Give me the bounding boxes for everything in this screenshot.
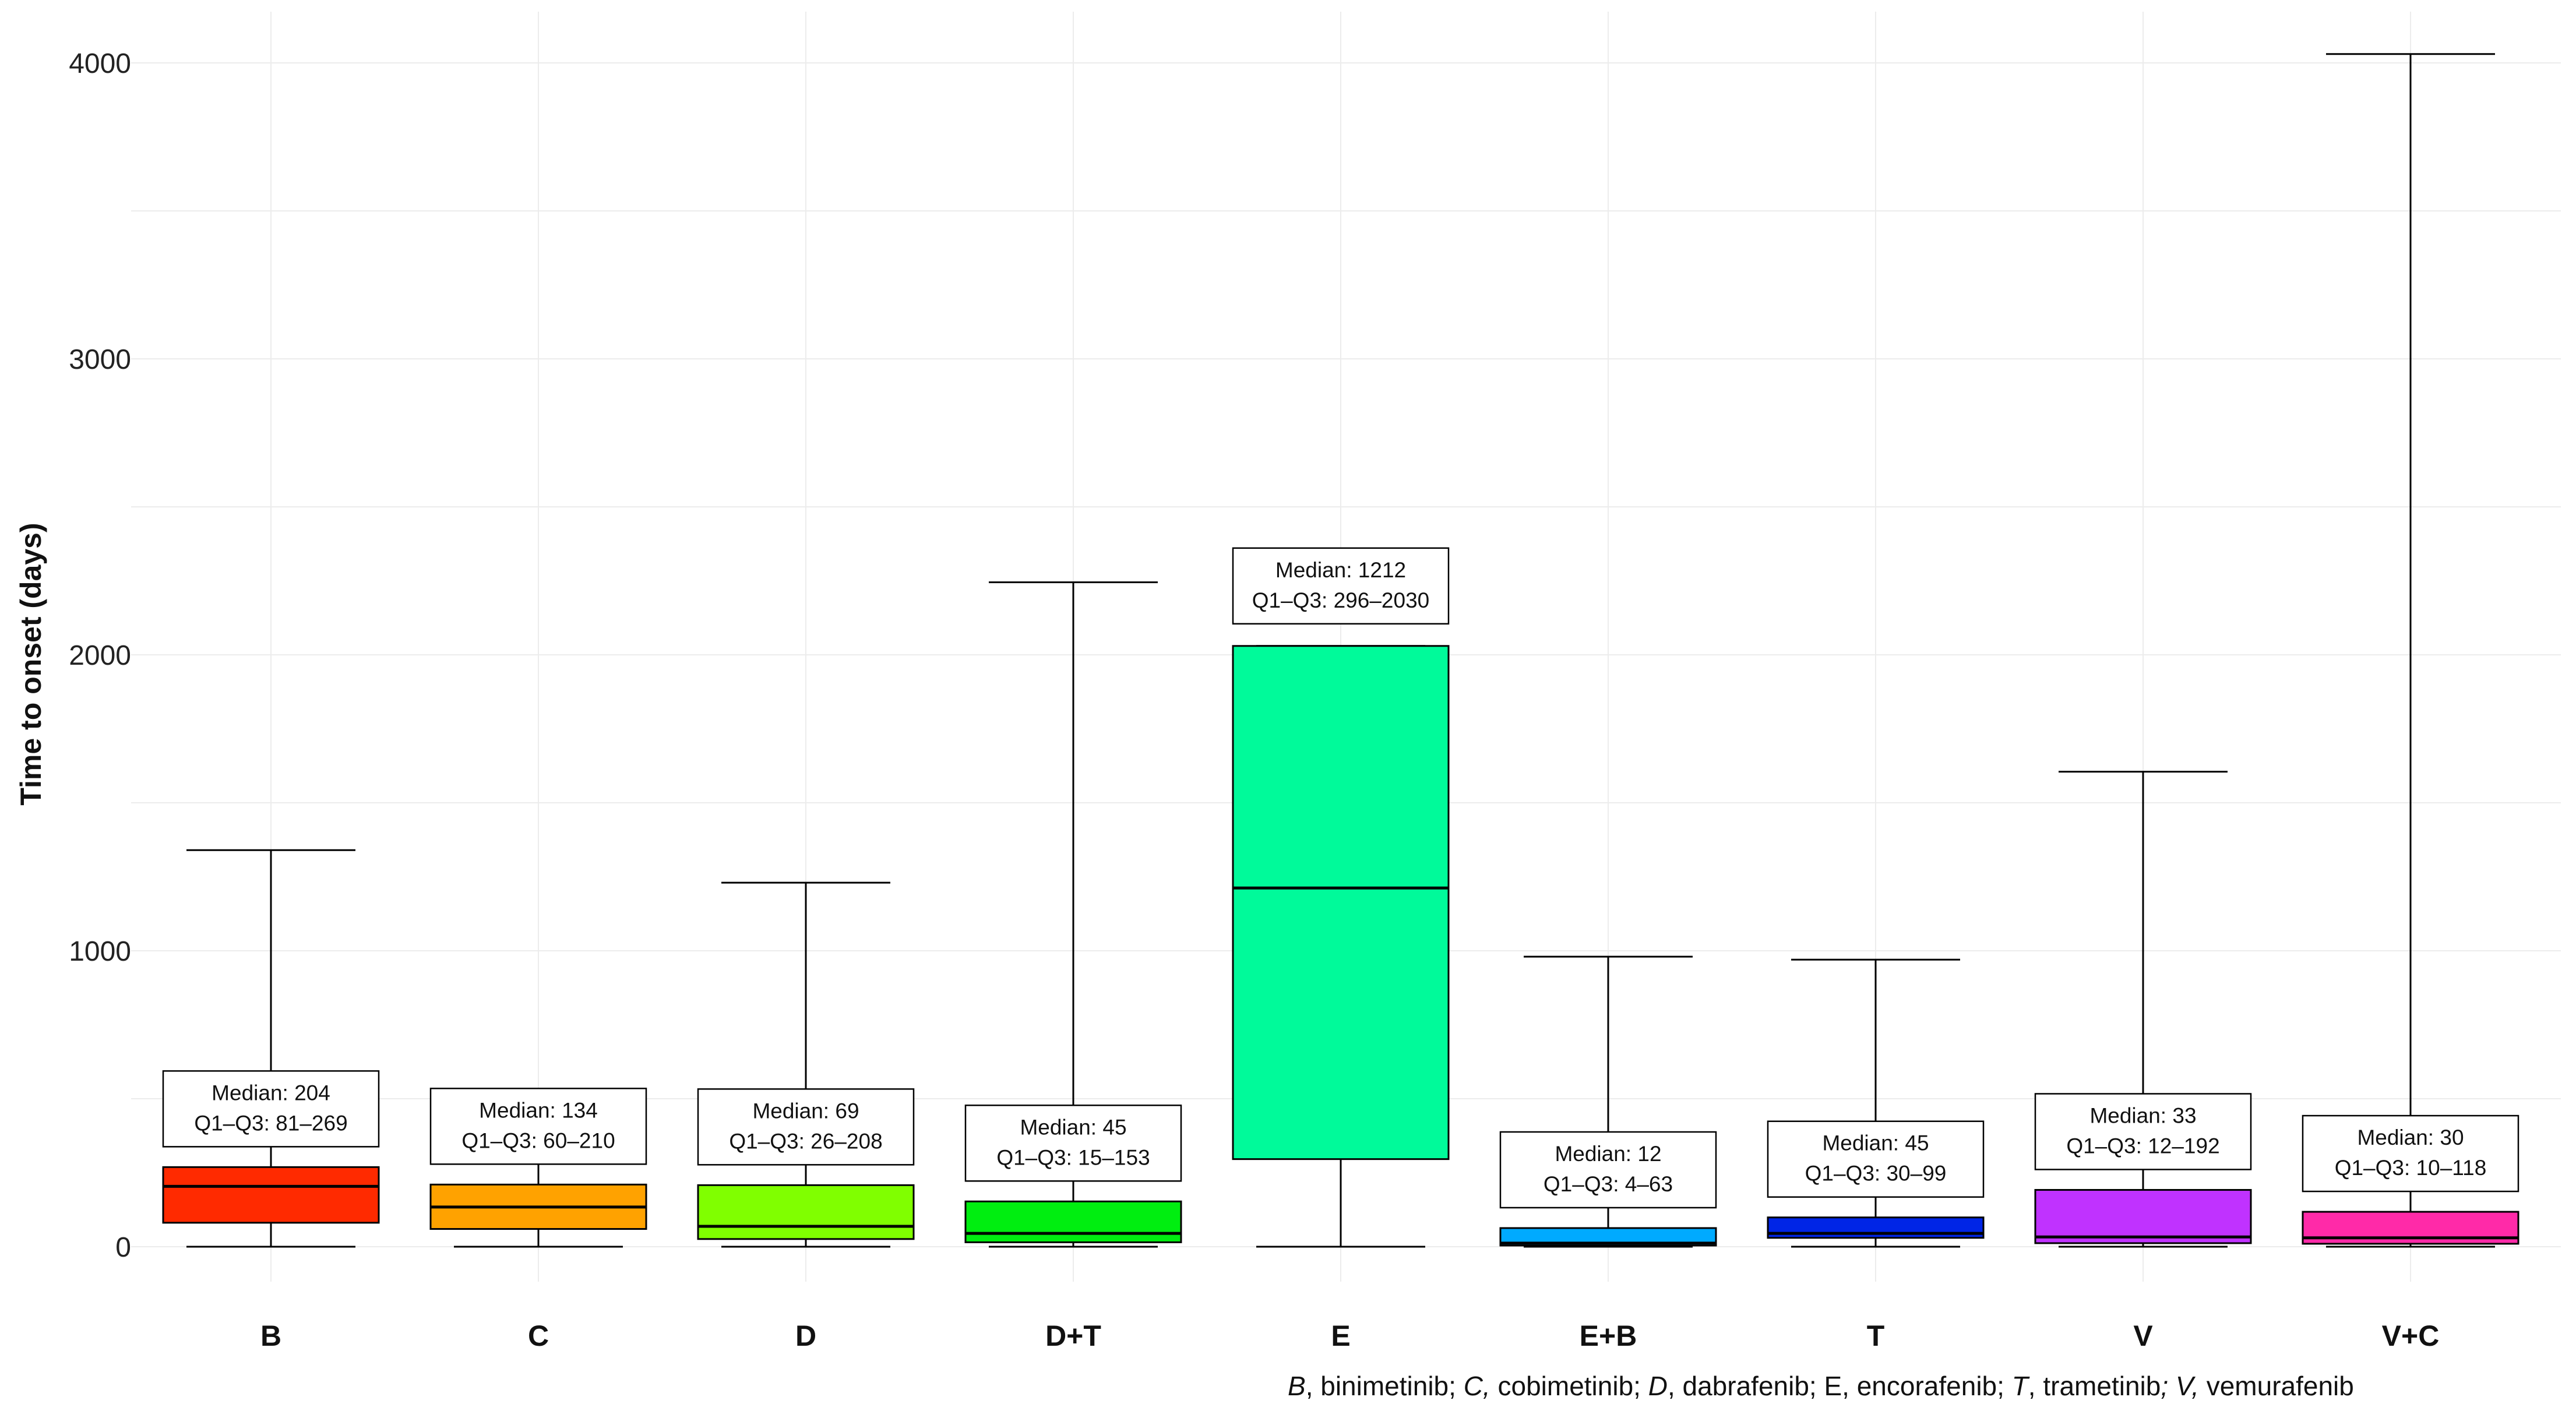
median-label-line1: Median: 204: [212, 1081, 330, 1105]
median-label: Median: 30 Q1–Q3: 10–118: [2302, 1114, 2519, 1193]
iqr-box: [2034, 1188, 2252, 1244]
iqr-box: [1232, 645, 1450, 1160]
iqr-box: [697, 1184, 915, 1240]
x-tick-label: D+T: [1045, 1320, 1101, 1352]
footnote-part: cobimetinib;: [1490, 1371, 1648, 1401]
box-c: [429, 1090, 647, 1248]
y-tick-label: 3000: [69, 344, 131, 375]
median-label: Median: 204 Q1–Q3: 81–269: [162, 1070, 380, 1148]
median-label-line1: Median: 1212: [1275, 558, 1406, 582]
footnote-part: ; V,: [2161, 1371, 2199, 1401]
footnote-part: C,: [1463, 1371, 1490, 1401]
box-b: [162, 849, 380, 1248]
median-label-line1: Median: 33: [2089, 1103, 2196, 1127]
x-tick-label: V: [2133, 1320, 2153, 1352]
median-label: Median: 12 Q1–Q3: 4–63: [1499, 1131, 1717, 1209]
footnote-part: vemurafenib: [2198, 1371, 2354, 1401]
iqr-box: [964, 1200, 1182, 1243]
median-label: Median: 33 Q1–Q3: 12–192: [2034, 1093, 2252, 1170]
footnote-part: , dabrafenib; E, encorafenib;: [1667, 1371, 2012, 1401]
median-label-line2: Q1–Q3: 296–2030: [1252, 588, 1429, 612]
footnote: B, binimetinib; C, cobimetinib; D, dabra…: [1288, 1370, 2354, 1402]
median-label-line1: Median: 45: [1822, 1131, 1929, 1155]
y-tick-label: 1000: [69, 936, 131, 967]
median-label-line2: Q1–Q3: 60–210: [461, 1128, 615, 1152]
x-tick-label: D: [795, 1320, 816, 1352]
median-label-box: [1767, 1120, 1985, 1198]
median-label-box: [2302, 1114, 2519, 1193]
median-label-box: [1499, 1131, 1717, 1209]
median-label-line2: Q1–Q3: 30–99: [1805, 1162, 1947, 1186]
y-axis-label: Time to onset (days): [15, 523, 47, 805]
footnote-part: D: [1648, 1371, 1668, 1401]
y-tick-label: 4000: [69, 48, 131, 79]
x-tick-label: C: [528, 1320, 549, 1352]
median-label-line1: Median: 12: [1555, 1142, 1661, 1166]
x-tick-label: E+B: [1580, 1320, 1637, 1352]
median-label-line2: Q1–Q3: 26–208: [729, 1129, 882, 1153]
median-label-line2: Q1–Q3: 4–63: [1544, 1172, 1673, 1196]
median-label-line1: Median: 45: [1020, 1115, 1126, 1139]
box-v-plus-c: [2302, 53, 2519, 1248]
median-label-box: [697, 1088, 915, 1166]
median-label-line1: Median: 134: [479, 1098, 598, 1122]
median-label-line1: Median: 69: [752, 1099, 859, 1123]
boxes-layer: [162, 53, 2519, 1248]
y-tick-label: 2000: [69, 640, 131, 671]
x-tick-label: V+C: [2382, 1320, 2440, 1352]
median-labels-layer: Median: 204 Q1–Q3: 81–269 Median: 134 Q1–Q3…: [162, 547, 2519, 1209]
x-tick-label: E: [1331, 1320, 1350, 1352]
median-label-box: [162, 1070, 380, 1148]
median-label: Median: 45 Q1–Q3: 30–99: [1767, 1120, 1985, 1198]
footnote-part: B: [1288, 1371, 1306, 1401]
box-v: [2034, 771, 2252, 1248]
median-label-line2: Q1–Q3: 15–153: [996, 1145, 1150, 1169]
x-tick-label: T: [1867, 1320, 1885, 1352]
footnote-part: T: [2011, 1371, 2028, 1401]
box-e: [1232, 645, 1450, 1248]
median-label-line2: Q1–Q3: 81–269: [194, 1111, 347, 1135]
median-label-line1: Median: 30: [2357, 1126, 2464, 1149]
median-label: Median: 1212 Q1–Q3: 296–2030: [1232, 547, 1450, 625]
box-d-plus-t: [964, 581, 1182, 1248]
box-d: [697, 881, 915, 1248]
box-t: [1767, 958, 1985, 1248]
footnote-part: , binimetinib;: [1305, 1371, 1464, 1401]
x-tick-label: B: [260, 1320, 281, 1352]
median-label-line2: Q1–Q3: 10–118: [2335, 1156, 2487, 1180]
median-label-box: [964, 1105, 1182, 1182]
iqr-box: [162, 1166, 380, 1224]
median-label: Median: 45 Q1–Q3: 15–153: [964, 1105, 1182, 1182]
y-axis: 0 1000 2000 3000 4000: [69, 48, 131, 1263]
median-label-line2: Q1–Q3: 12–192: [2066, 1134, 2219, 1158]
y-tick-label: 0: [115, 1232, 131, 1263]
x-axis: B C D D+T E E+B T V V+C: [260, 1320, 2439, 1352]
median-label-box: [1232, 547, 1450, 625]
median-label: Median: 69 Q1–Q3: 26–208: [697, 1088, 915, 1166]
footnote-part: , trametinib: [2028, 1371, 2161, 1401]
median-label: Median: 134 Q1–Q3: 60–210: [429, 1088, 647, 1165]
median-label-box: [429, 1088, 647, 1165]
median-label-box: [2034, 1093, 2252, 1170]
